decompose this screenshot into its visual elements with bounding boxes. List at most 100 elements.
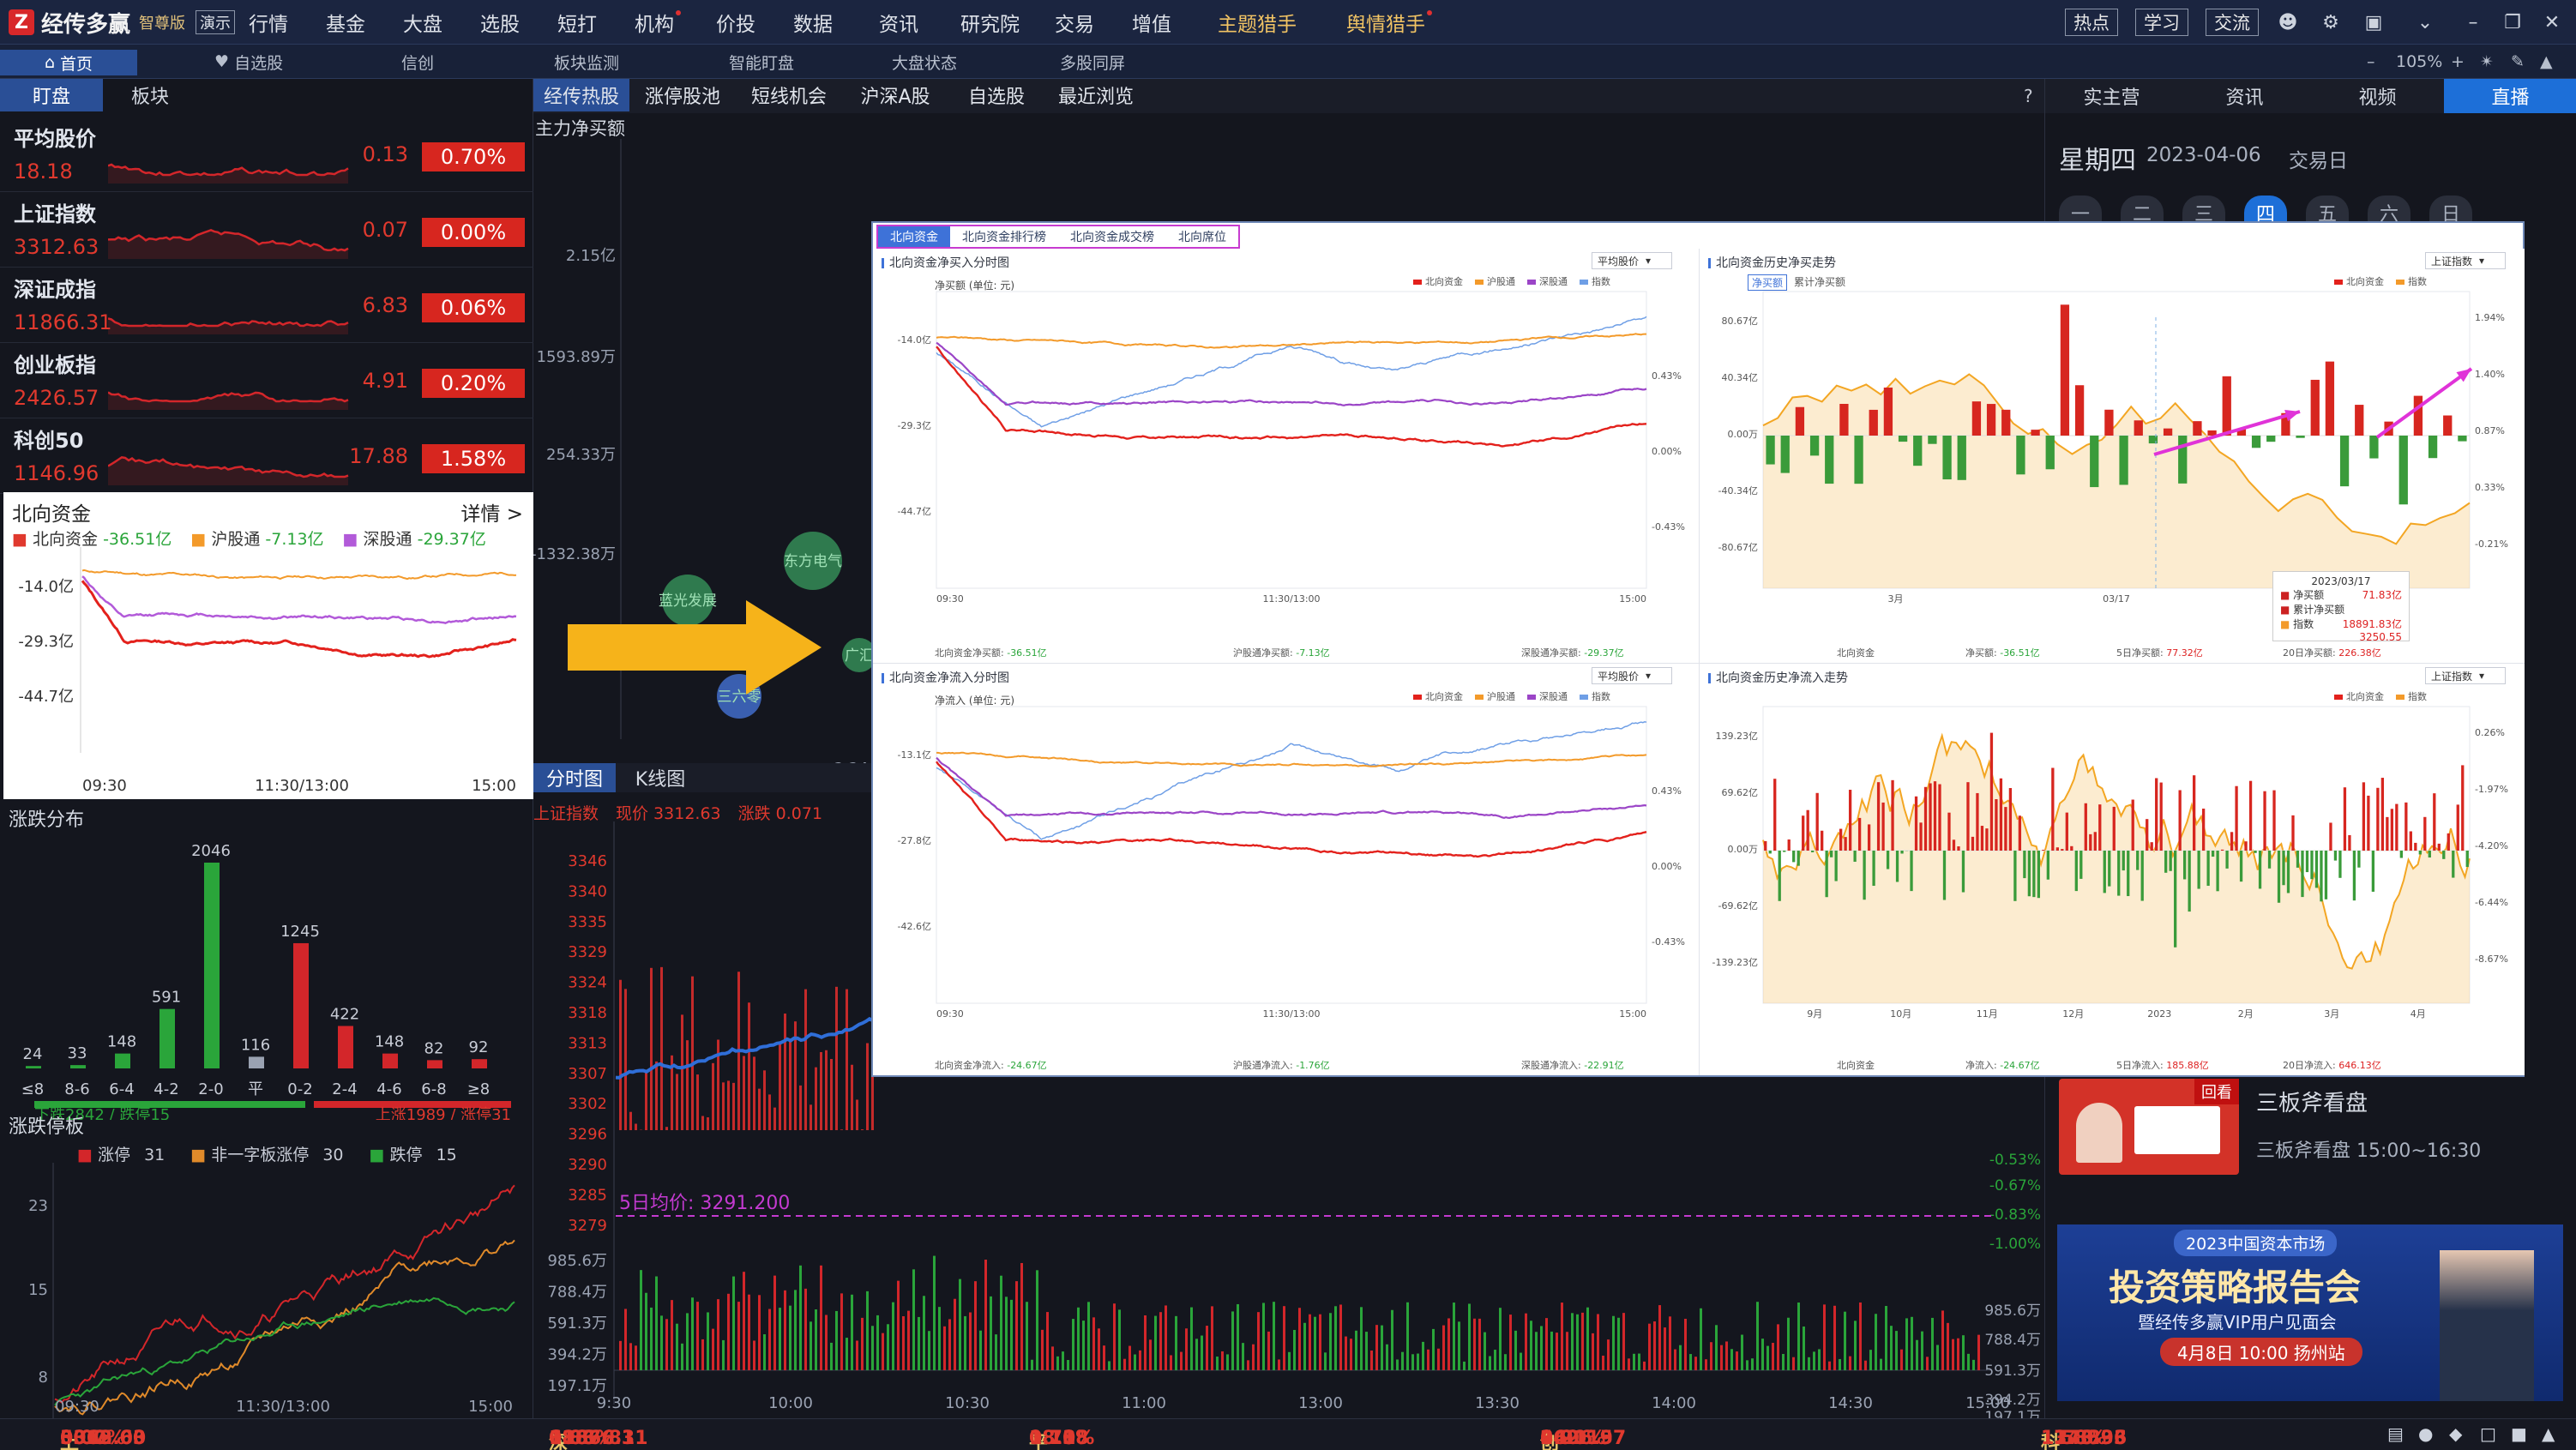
center-tab-2[interactable]: 短线机会 bbox=[750, 87, 827, 108]
xinchuang-tab[interactable]: 信创 bbox=[401, 53, 435, 73]
lower-xtick: 13:00 bbox=[1298, 1394, 1343, 1412]
north-fund-box[interactable]: 北向资金 详情 > ■ 北向资金 -36.51亿 ■ 沪股通 -7.13亿 ■ 深股… bbox=[3, 492, 533, 799]
popup-tab-3[interactable]: 北向席位 bbox=[1178, 231, 1226, 244]
flow-ytick: 2.15亿 bbox=[566, 247, 616, 265]
menu-item-0[interactable]: 行情 bbox=[249, 14, 288, 36]
index-row[interactable]: 平均股价 18.18 0.13 0.70% bbox=[0, 117, 533, 192]
volume-bar bbox=[830, 1342, 833, 1370]
p2-mode-net[interactable]: 净买额 bbox=[1748, 274, 1788, 291]
demo-badge[interactable]: 演示 bbox=[196, 10, 236, 34]
menu-item-13[interactable]: 舆情猎手 bbox=[1346, 7, 1432, 38]
p2-select[interactable]: 上证指数 ▾ bbox=[2425, 252, 2506, 269]
help-icon[interactable]: ? bbox=[2024, 86, 2033, 106]
restore-icon[interactable]: ❐ bbox=[2504, 11, 2521, 33]
tab-sector[interactable]: 板块 bbox=[130, 87, 169, 108]
sh-connect-line bbox=[936, 333, 1646, 349]
hot-button[interactable]: 热点 bbox=[2065, 9, 2118, 36]
p4-select[interactable]: 上证指数 ▾ bbox=[2425, 667, 2506, 684]
tick-bar bbox=[707, 1117, 709, 1130]
status-icon[interactable]: ■ bbox=[2511, 1423, 2527, 1444]
center-tab-3[interactable]: 沪深A股 bbox=[860, 87, 930, 108]
square-icon: ■ bbox=[77, 1146, 93, 1164]
smart-watch-tab[interactable]: 智能盯盘 bbox=[729, 53, 795, 73]
popup-tab-2[interactable]: 北向资金成交榜 bbox=[1070, 231, 1154, 244]
menu-item-10[interactable]: 交易 bbox=[1055, 14, 1094, 36]
menu-item-8[interactable]: 资讯 bbox=[879, 14, 918, 36]
north-detail-link[interactable]: 详情 > bbox=[460, 503, 523, 526]
right-tab-2[interactable]: 视频 bbox=[2358, 87, 2397, 109]
p2-mode-cum[interactable]: 累计净买额 bbox=[1794, 276, 1846, 288]
live-thumbnail[interactable]: 回看 bbox=[2059, 1079, 2239, 1175]
right-tab-3[interactable]: 直播 bbox=[2444, 79, 2576, 113]
lower-tab-0[interactable]: 分时图 bbox=[533, 763, 616, 792]
close-icon[interactable]: ✕ bbox=[2543, 11, 2561, 33]
chat-button[interactable]: 交流 bbox=[2206, 9, 2259, 36]
chevron-down-icon[interactable]: ⌄ bbox=[2417, 11, 2434, 33]
status-icon[interactable]: ◆ bbox=[2449, 1423, 2463, 1444]
volume-bar bbox=[1700, 1308, 1702, 1370]
volume-bar bbox=[1201, 1335, 1203, 1370]
menu-item-2[interactable]: 大盘 bbox=[403, 14, 442, 36]
status-icon[interactable]: ▤ bbox=[2387, 1423, 2404, 1444]
edit-icon[interactable]: ✎ bbox=[2511, 52, 2525, 71]
volume-bar bbox=[737, 1302, 740, 1370]
learn-button[interactable]: 学习 bbox=[2135, 9, 2188, 36]
menu-item-6[interactable]: 价投 bbox=[716, 14, 755, 36]
menu-item-12[interactable]: 主题猎手 bbox=[1218, 14, 1297, 36]
minimize-icon[interactable]: – bbox=[2468, 11, 2478, 33]
menu-item-3[interactable]: 选股 bbox=[480, 14, 520, 36]
history-bar bbox=[2248, 780, 2253, 851]
status-icon[interactable]: ▲ bbox=[2542, 1423, 2555, 1444]
menu-item-9[interactable]: 研究院 bbox=[960, 14, 1020, 36]
lower-tab-1[interactable]: K线图 bbox=[635, 769, 686, 791]
index-row[interactable]: 科创50 1146.96 17.88 1.58% bbox=[0, 418, 533, 494]
index-row[interactable]: 上证指数 3312.63 0.07 0.00% bbox=[0, 192, 533, 268]
volume-bar bbox=[1658, 1305, 1661, 1370]
history-bar bbox=[1773, 779, 1777, 851]
index-row[interactable]: 创业板指 2426.57 4.91 0.20% bbox=[0, 343, 533, 418]
yellow-arrow bbox=[568, 600, 822, 695]
lower-ytick: 3329 bbox=[568, 943, 607, 961]
xtick: 10月 bbox=[1890, 1008, 1911, 1020]
user-icon[interactable]: ☻ bbox=[2278, 11, 2298, 33]
index-row[interactable]: 深证成指 11866.31 6.83 0.06% bbox=[0, 268, 533, 343]
menu-item-5[interactable]: 机构 bbox=[635, 7, 681, 38]
volume-bar bbox=[1283, 1306, 1285, 1370]
gear-icon[interactable]: ⚙ bbox=[2322, 11, 2339, 33]
menu-item-11[interactable]: 增值 bbox=[1132, 14, 1171, 36]
popup-tab-0[interactable]: 北向资金 bbox=[878, 226, 950, 247]
status-icon[interactable]: ● bbox=[2418, 1423, 2434, 1444]
center-tab-5[interactable]: 最近浏览 bbox=[1057, 87, 1134, 108]
zoom-in-icon[interactable]: + bbox=[2451, 52, 2465, 71]
volume-bar bbox=[1067, 1360, 1069, 1370]
zoom-out-icon[interactable]: – bbox=[2367, 52, 2375, 71]
watchlist-tab[interactable]: ♥ 自选股 bbox=[214, 52, 284, 73]
right-tab-0[interactable]: 实主营 bbox=[2083, 87, 2140, 109]
popup-tab-1[interactable]: 北向资金排行榜 bbox=[962, 231, 1046, 244]
p4-footer2: 净流入: -24.67亿 bbox=[1965, 1060, 2040, 1071]
multi-stock-tab[interactable]: 多股同屏 bbox=[1060, 53, 1126, 73]
p1-select[interactable]: 平均股价 ▾ bbox=[1592, 252, 1672, 269]
show-title[interactable]: 三板斧看盘 bbox=[2256, 1091, 2368, 1116]
signal-icon[interactable]: ▲ bbox=[2540, 52, 2553, 71]
center-tab-0[interactable]: 经传热股 bbox=[533, 79, 629, 111]
center-tab-1[interactable]: 涨停股池 bbox=[644, 87, 720, 108]
conference-banner[interactable]: 2023中国资本市场 投资策略报告会 暨经传多赢VIP用户见面会 4月8日 10… bbox=[2057, 1224, 2563, 1401]
status-icon[interactable]: □ bbox=[2480, 1423, 2496, 1444]
menu-item-4[interactable]: 短打 bbox=[557, 14, 597, 36]
pin-icon[interactable]: ✴ bbox=[2480, 52, 2494, 71]
layout-icon[interactable]: ▣ bbox=[2364, 11, 2383, 33]
menu-item-1[interactable]: 基金 bbox=[326, 14, 365, 36]
ytick-right: 0.43% bbox=[1652, 370, 1682, 382]
volume-bar bbox=[1273, 1302, 1275, 1370]
sector-monitor-tab[interactable]: 板块监测 bbox=[554, 53, 620, 73]
p3-select[interactable]: 平均股价 ▾ bbox=[1592, 667, 1672, 684]
market-state-tab[interactable]: 大盘状态 bbox=[892, 53, 958, 73]
volume-bar bbox=[1468, 1303, 1471, 1370]
home-tab[interactable]: ⌂ 首页 bbox=[0, 50, 137, 75]
menu-item-7[interactable]: 数据 bbox=[793, 14, 833, 36]
right-tab-1[interactable]: 资讯 bbox=[2225, 87, 2264, 109]
center-tab-4[interactable]: 自选股 bbox=[967, 87, 1025, 108]
tab-watch[interactable]: 盯盘 bbox=[0, 79, 103, 111]
history-bar bbox=[2325, 361, 2335, 436]
